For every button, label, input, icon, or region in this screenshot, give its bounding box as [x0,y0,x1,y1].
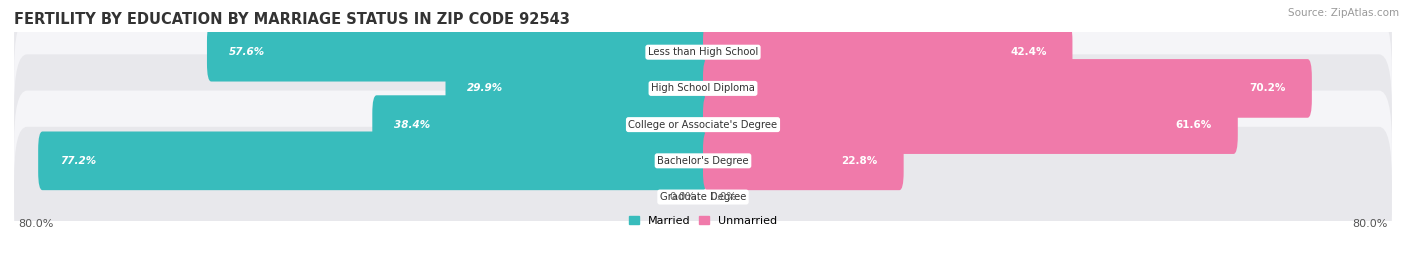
Text: 22.8%: 22.8% [842,156,877,166]
FancyBboxPatch shape [703,59,1312,118]
Text: FERTILITY BY EDUCATION BY MARRIAGE STATUS IN ZIP CODE 92543: FERTILITY BY EDUCATION BY MARRIAGE STATU… [14,12,569,27]
Text: Graduate Degree: Graduate Degree [659,192,747,202]
FancyBboxPatch shape [703,95,1237,154]
Text: 80.0%: 80.0% [1353,220,1388,229]
Text: 29.9%: 29.9% [467,83,503,93]
Text: High School Diploma: High School Diploma [651,83,755,93]
FancyBboxPatch shape [446,59,707,118]
FancyBboxPatch shape [14,54,1392,195]
Text: 42.4%: 42.4% [1010,47,1046,57]
Legend: Married, Unmarried: Married, Unmarried [624,211,782,230]
FancyBboxPatch shape [14,18,1392,159]
Text: Bachelor's Degree: Bachelor's Degree [657,156,749,166]
Text: 80.0%: 80.0% [18,220,53,229]
Text: Source: ZipAtlas.com: Source: ZipAtlas.com [1288,8,1399,18]
FancyBboxPatch shape [703,132,904,190]
Text: 38.4%: 38.4% [394,120,430,130]
FancyBboxPatch shape [373,95,707,154]
Text: 0.0%: 0.0% [669,192,696,202]
Text: 61.6%: 61.6% [1175,120,1212,130]
Text: 57.6%: 57.6% [229,47,264,57]
FancyBboxPatch shape [14,127,1392,267]
Text: 70.2%: 70.2% [1250,83,1286,93]
Text: College or Associate's Degree: College or Associate's Degree [628,120,778,130]
Text: Less than High School: Less than High School [648,47,758,57]
FancyBboxPatch shape [207,23,707,82]
FancyBboxPatch shape [14,0,1392,122]
FancyBboxPatch shape [14,91,1392,231]
FancyBboxPatch shape [38,132,707,190]
FancyBboxPatch shape [703,23,1073,82]
Text: 0.0%: 0.0% [710,192,737,202]
Text: 77.2%: 77.2% [59,156,96,166]
